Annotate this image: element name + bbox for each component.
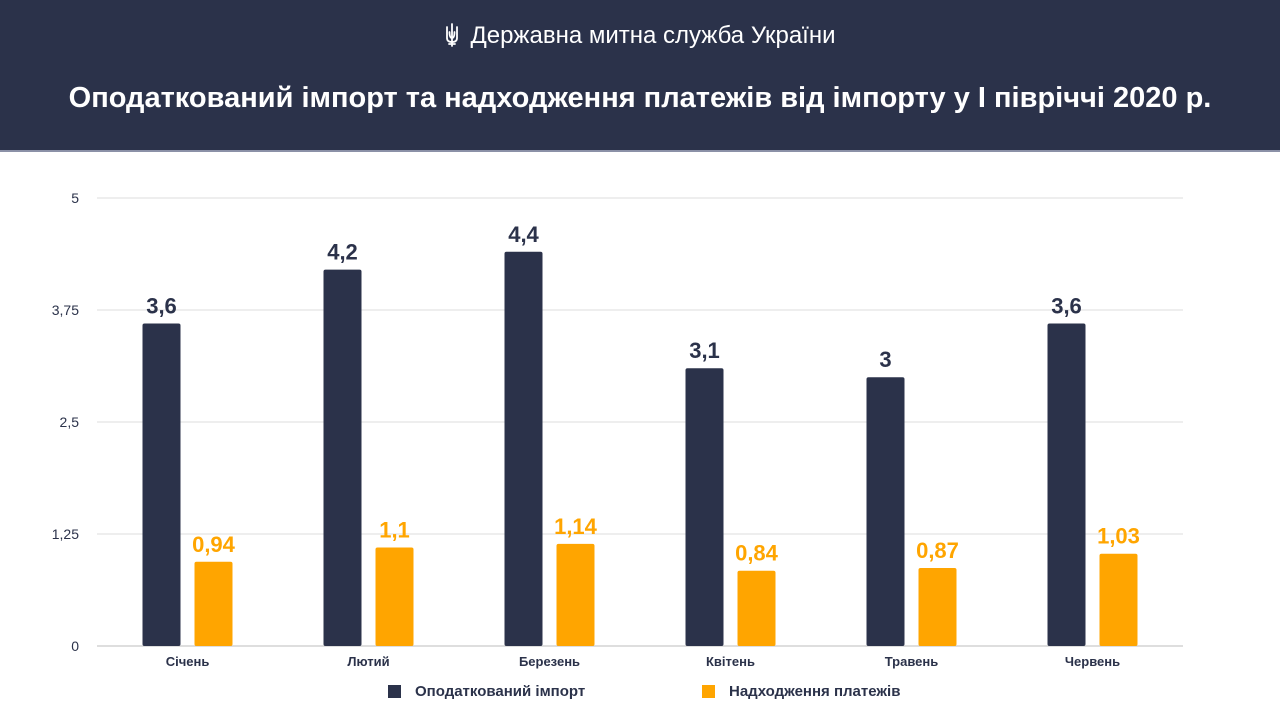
legend-item-payments: Надходження платежів [702, 683, 900, 700]
x-tick-label: Червень [1065, 654, 1120, 669]
data-label-payments: 0,87 [916, 538, 959, 563]
y-tick-label: 5 [71, 190, 79, 206]
legend-label-import: Оподаткований імпорт [415, 683, 586, 700]
org-name-row: Державна митна служба України [0, 22, 1280, 50]
bar-payments [375, 547, 414, 646]
x-tick-label: Січень [166, 654, 210, 669]
data-label-import: 4,2 [327, 240, 358, 265]
bar-payments [918, 568, 957, 646]
bar-import [1047, 323, 1086, 646]
bar-chart: 0 1,25 2,5 3,75 5 3,6 0,94 Січень 4,2 1,1 Лютий 4,4… [52, 190, 1183, 669]
y-tick-label: 3,75 [52, 302, 79, 318]
bar-import [866, 377, 905, 646]
data-label-payments: 0,84 [735, 541, 779, 566]
bar-payments [737, 570, 776, 646]
data-label-payments: 1,03 [1097, 524, 1140, 549]
data-label-payments: 0,94 [192, 532, 236, 557]
chart-title: Оподаткований імпорт та надходження плат… [68, 82, 1212, 114]
bar-import [685, 368, 724, 646]
bar-import [504, 251, 543, 646]
y-tick-label: 1,25 [52, 526, 79, 542]
y-tick-label: 0 [71, 638, 79, 654]
y-tick-label: 2,5 [60, 414, 80, 430]
data-label-import: 3 [879, 347, 891, 372]
legend-item-import: Оподаткований імпорт [388, 683, 585, 700]
trident-emblem-icon [446, 23, 459, 47]
legend-label-payments: Надходження платежів [729, 683, 901, 700]
header-banner: Державна митна служба України Оподаткова… [0, 0, 1280, 152]
x-tick-label: Квітень [706, 654, 755, 669]
data-label-import: 3,6 [146, 293, 177, 318]
data-label-import: 3,6 [1051, 293, 1082, 318]
data-label-payments: 1,1 [379, 517, 410, 542]
legend-swatch-payments [702, 685, 715, 698]
bar-payments [1099, 553, 1138, 646]
data-label-payments: 1,14 [554, 514, 598, 539]
data-label-import: 3,1 [689, 338, 720, 363]
x-tick-label: Лютий [347, 654, 389, 669]
bar-payments [194, 561, 233, 646]
org-name: Державна митна служба України [470, 22, 836, 49]
x-tick-label: Травень [885, 654, 939, 669]
bar-import [323, 269, 362, 646]
legend-swatch-import [388, 685, 401, 698]
x-tick-label: Березень [519, 654, 580, 669]
bar-import [142, 323, 181, 646]
bar-payments [556, 543, 595, 646]
data-label-import: 4,4 [508, 222, 539, 247]
